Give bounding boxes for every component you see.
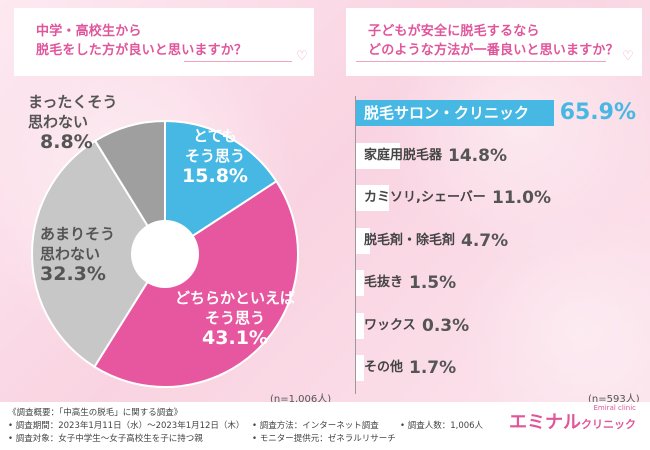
bar-label: 脱毛サロン・クリニック — [364, 104, 530, 122]
bar-label: 脱毛剤・除毛剤 — [364, 232, 456, 248]
left-question-line2: 脱毛をした方が良いと思いますか？ — [36, 43, 248, 58]
bar — [356, 312, 364, 339]
slice-label-2-line1: どちらかといえば — [174, 289, 295, 307]
slice-label-4: まったくそう 思わない 8.8% — [28, 92, 158, 153]
right-question-underline — [356, 61, 606, 62]
slice-label-4-line2: 思わない — [28, 113, 89, 131]
logo-tagline: Emiral clinic — [593, 404, 637, 412]
survey-method: • 調査方法：インターネット調査 — [252, 421, 379, 431]
bar-value-label: 1.5% — [409, 273, 457, 293]
logo-main: エミナル — [509, 412, 581, 433]
left-question-box: 中学・高校生から 脱毛をした方が良いと思いますか？ ♡ — [14, 8, 314, 76]
right-question-line2: どのような方法が一番良いと思いますか？ — [368, 43, 619, 58]
pie-slice-2 — [93, 179, 299, 388]
slice-value-1: 15.8% — [182, 165, 248, 187]
bar-chart-axis — [355, 96, 356, 394]
slice-value-2: 43.1% — [202, 327, 268, 349]
bar-label: 毛抜き — [364, 275, 404, 290]
bar-label: 家庭用脱毛器 — [364, 147, 443, 163]
bar-value-label: 11.0% — [492, 188, 551, 208]
heart-icon: ♡ — [296, 49, 308, 64]
logo-sub: クリニック — [581, 418, 636, 431]
pie-slice-4 — [93, 119, 166, 258]
bar — [356, 142, 401, 169]
slice-value-3: 32.3% — [40, 263, 106, 285]
bar-label: その他 — [364, 360, 404, 375]
survey-count: • 調査人数：1,006人 — [400, 421, 484, 431]
slice-value-4: 8.8% — [40, 131, 93, 153]
slice-label-1: とても そう思う 15.8% — [170, 126, 260, 186]
bar-value-label: 1.7% — [409, 358, 457, 378]
bar — [356, 100, 554, 126]
left-sample-note: (n=1,006人) — [270, 394, 332, 405]
bar — [356, 227, 371, 254]
bar-value-label: 14.8% — [448, 145, 507, 166]
slice-label-2-line2: そう思う — [204, 309, 265, 327]
slice-label-3-line1: あまりそう — [40, 225, 116, 243]
survey-footer: 《調査概要：「中高生の脱毛」に関する調査》 • 調査期間：2023年1月11日（… — [0, 402, 650, 450]
right-sample-note: (n=593人) — [588, 394, 640, 405]
pie-slice-3 — [31, 139, 167, 369]
bar — [356, 355, 364, 381]
left-question-line1: 中学・高校生から — [36, 24, 142, 39]
survey-title: 《調査概要：「中高生の脱毛」に関する調査》 — [8, 408, 183, 418]
survey-target: • 調査対象：女子中学生～女子高校生を子に持つ親 — [8, 434, 203, 444]
slice-label-1-line1: とても — [193, 127, 237, 145]
heart-icon: ♡ — [622, 49, 634, 64]
slice-label-4-line1: まったくそう — [28, 93, 118, 111]
slice-label-4-line2-row: 思わない 8.8% — [28, 112, 158, 153]
bar-label: ワックス — [364, 317, 416, 333]
slice-label-3: あまりそう 思わない 32.3% — [40, 224, 140, 284]
bar-value-label: 65.9% — [559, 100, 637, 125]
left-question-underline — [184, 61, 292, 62]
right-question-box: 子どもが安全に脱毛するなら どのような方法が一番良いと思いますか？ ♡ — [346, 8, 642, 76]
survey-provider: • モニター提供元：ゼネラルリサーチ — [252, 434, 396, 444]
bar-label: カミソリ,シェーバー — [364, 190, 486, 205]
slice-label-2: どちらかといえば そう思う 43.1% — [160, 288, 310, 348]
bar-value-label: 4.7% — [461, 230, 509, 251]
slice-label-3-line2: 思わない — [40, 245, 101, 263]
right-question-line1: 子どもが安全に脱毛するなら — [368, 24, 540, 39]
bar-value-label: 0.3% — [422, 315, 470, 336]
bar — [356, 270, 364, 296]
clinic-logo: エミナルクリニック — [509, 408, 636, 434]
slice-label-1-line2: そう思う — [184, 147, 245, 165]
bar — [356, 185, 389, 211]
pie-slice-1 — [164, 119, 278, 256]
survey-period: • 調査期間：2023年1月11日（水）～2023年1月12日（木） — [8, 421, 245, 431]
donut-hole — [131, 220, 199, 288]
